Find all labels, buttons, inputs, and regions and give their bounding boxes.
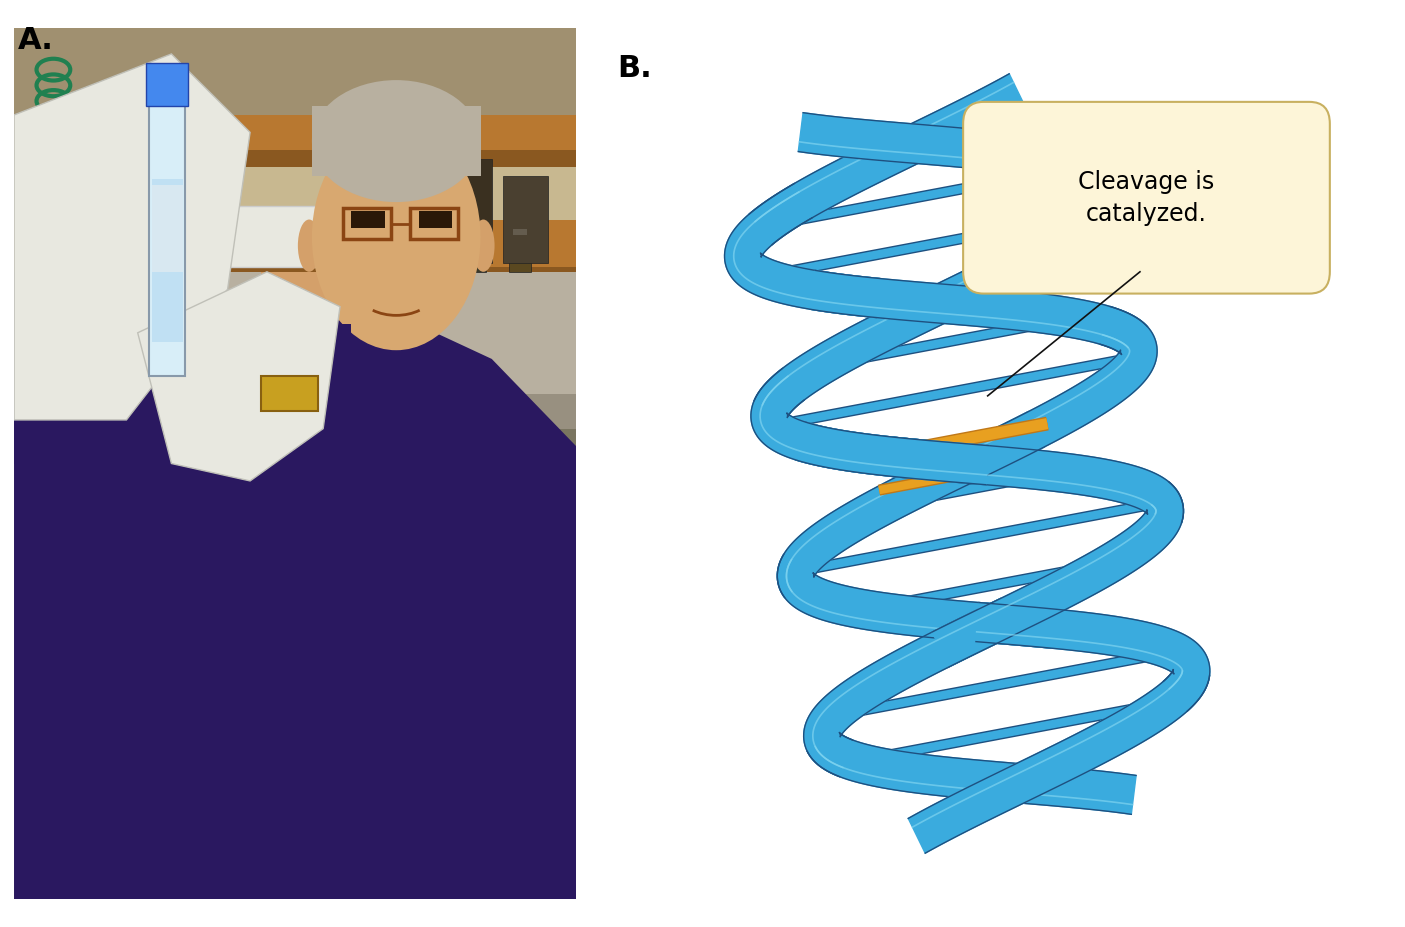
Bar: [261, 376, 318, 412]
Polygon shape: [777, 554, 1054, 648]
Bar: [423, 217, 437, 224]
Bar: [419, 194, 441, 272]
Bar: [384, 219, 398, 225]
Bar: [14, 115, 576, 150]
Polygon shape: [725, 184, 880, 318]
Polygon shape: [749, 74, 1026, 245]
Bar: [160, 224, 177, 231]
Polygon shape: [14, 307, 576, 899]
Polygon shape: [798, 113, 1092, 186]
Bar: [503, 176, 548, 263]
Bar: [419, 210, 452, 228]
Ellipse shape: [298, 220, 320, 272]
Bar: [14, 394, 576, 428]
Bar: [14, 28, 576, 150]
Bar: [152, 184, 183, 272]
FancyBboxPatch shape: [964, 102, 1329, 294]
Bar: [464, 202, 486, 272]
Text: A.: A.: [18, 26, 55, 55]
Bar: [149, 80, 185, 376]
Ellipse shape: [312, 80, 481, 202]
Polygon shape: [777, 412, 1044, 598]
Bar: [37, 210, 53, 220]
Polygon shape: [804, 599, 1016, 777]
Bar: [14, 150, 576, 167]
Bar: [239, 324, 351, 481]
Polygon shape: [809, 271, 1148, 354]
Polygon shape: [933, 482, 1183, 667]
Bar: [14, 272, 576, 412]
Ellipse shape: [472, 220, 495, 272]
Polygon shape: [976, 603, 1210, 711]
Bar: [14, 420, 576, 899]
Polygon shape: [14, 54, 250, 420]
Text: B.: B.: [617, 54, 652, 83]
Bar: [468, 223, 482, 230]
Bar: [509, 210, 531, 272]
Bar: [436, 159, 492, 263]
Polygon shape: [795, 422, 989, 485]
Bar: [31, 184, 59, 272]
Bar: [261, 272, 329, 341]
Ellipse shape: [312, 123, 481, 350]
Bar: [351, 210, 385, 228]
Bar: [119, 217, 133, 224]
Bar: [14, 28, 576, 420]
Bar: [14, 220, 576, 272]
Text: Cleavage is
catalyzed.: Cleavage is catalyzed.: [1079, 170, 1214, 225]
Bar: [513, 229, 527, 235]
Bar: [379, 197, 402, 268]
Polygon shape: [138, 272, 340, 481]
Polygon shape: [750, 368, 967, 483]
Bar: [216, 207, 340, 268]
Bar: [155, 207, 183, 268]
Polygon shape: [754, 226, 1066, 417]
Bar: [410, 209, 458, 238]
Bar: [74, 223, 89, 230]
Bar: [152, 179, 183, 341]
Bar: [343, 209, 391, 238]
Polygon shape: [808, 732, 1137, 814]
Bar: [14, 272, 126, 464]
Bar: [115, 194, 138, 272]
Polygon shape: [991, 137, 1131, 293]
Polygon shape: [908, 669, 1210, 853]
Polygon shape: [961, 307, 1158, 480]
Bar: [14, 268, 576, 285]
Bar: [312, 107, 481, 176]
Bar: [70, 202, 93, 272]
Polygon shape: [889, 438, 1183, 523]
Bar: [146, 63, 188, 107]
